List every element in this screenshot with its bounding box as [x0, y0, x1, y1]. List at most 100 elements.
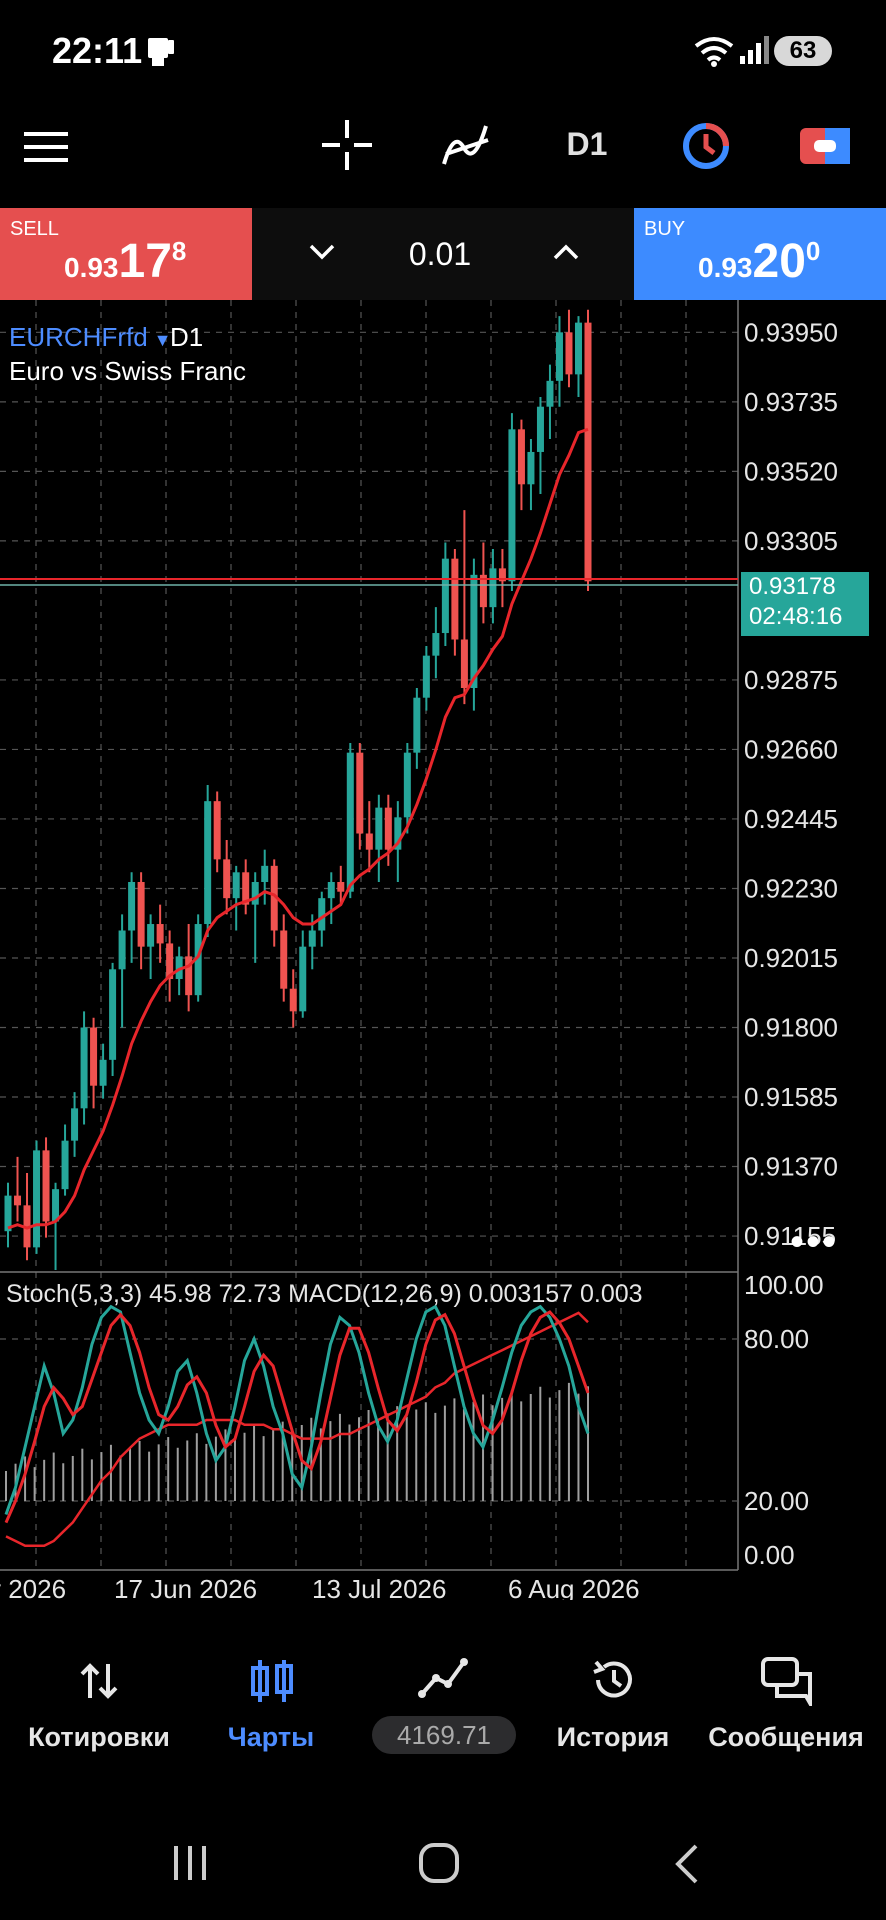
candle-body: [565, 332, 573, 375]
trade-chart-icon: [418, 1658, 468, 1698]
candle-body: [460, 639, 468, 688]
candle-body: [90, 1027, 98, 1086]
candle-body: [384, 807, 392, 850]
crosshair-icon[interactable]: [322, 120, 372, 170]
candle-body: [223, 859, 231, 899]
candle-body: [147, 924, 155, 947]
candle-body: [574, 322, 582, 375]
candle-body: [527, 451, 535, 485]
candle-body: [470, 574, 478, 688]
buy-button[interactable]: BUY 0.93200: [634, 208, 886, 300]
y-tick-label: 0.91155: [744, 1221, 836, 1251]
candle-body: [71, 1108, 79, 1141]
trade-clock-icon[interactable]: [680, 120, 732, 172]
buy-label: BUY: [644, 218, 686, 240]
candle-body: [308, 930, 316, 947]
nav-charts-label: Чарты: [227, 1722, 315, 1752]
candle-body: [555, 332, 563, 381]
candle-body: [432, 633, 440, 656]
nav-trade[interactable]: [358, 1640, 528, 1760]
candle-body: [232, 872, 240, 899]
candle-body: [166, 943, 174, 979]
messages-icon: [761, 1657, 812, 1706]
candle-body: [508, 429, 516, 582]
candle-body: [52, 1189, 60, 1222]
axis-labels: 0.93950 0.93735 0.93520 0.93305 0.92875 0.926…: [0, 317, 838, 1600]
y-tick-label: 0.93305: [744, 526, 838, 556]
candle-body: [327, 882, 335, 899]
candle-body: [156, 924, 164, 944]
nav-history-label: История: [556, 1722, 670, 1752]
one-click-trading-icon[interactable]: [800, 128, 850, 164]
nav-quotes[interactable]: Котировки: [14, 1640, 184, 1760]
back-icon[interactable]: [672, 1844, 702, 1884]
candle-body: [280, 930, 288, 989]
x-tick-label: 17 Jun 2026: [114, 1574, 257, 1600]
quotes-icon: [80, 1663, 118, 1699]
indicator-label: Stoch(5,3,3) 45.98 72.73 MACD(12,26,9) 0…: [6, 1280, 643, 1308]
candle-body: [318, 898, 326, 931]
stoch-main-line: [4, 1304, 590, 1515]
nav-messages-label: Сообщения: [708, 1722, 864, 1752]
notification-icon: [148, 38, 174, 66]
candle-body: [128, 882, 136, 931]
stoch-signal-line: [4, 1310, 590, 1524]
candle-body: [479, 574, 487, 608]
status-bar: 22:11 63: [0, 0, 886, 100]
nav-messages[interactable]: Сообщения: [700, 1640, 872, 1760]
candle-body: [118, 930, 126, 970]
y-tick-label: 0.92445: [744, 804, 838, 834]
candle-body: [441, 558, 449, 634]
chart-grid: [0, 300, 739, 1571]
osc-level-label: 20.00: [744, 1486, 809, 1516]
y-tick-label: 0.92660: [744, 734, 838, 764]
nav-charts[interactable]: Чарты: [186, 1640, 356, 1760]
symbol-name[interactable]: EURCHFrfd ▼: [9, 322, 172, 352]
recent-apps-icon[interactable]: [170, 1844, 210, 1882]
candle-body: [109, 969, 117, 1060]
ma-line: [7, 427, 589, 1230]
candle-body: [584, 322, 592, 582]
candle-body: [4, 1195, 12, 1232]
home-icon[interactable]: [418, 1842, 460, 1884]
candle-body: [299, 946, 307, 1012]
candle-body: [413, 697, 421, 753]
y-tick-label: 0.92015: [744, 943, 838, 973]
menu-icon[interactable]: [24, 130, 68, 164]
bottom-nav: Котировки Чарты История Сообщения: [0, 1640, 886, 1760]
bar-countdown: 02:48:16: [749, 603, 843, 630]
nav-history[interactable]: История: [528, 1640, 698, 1760]
chevron-up-icon[interactable]: [552, 242, 580, 262]
x-tick-label: y 2026: [0, 1574, 66, 1600]
candle-body: [546, 380, 554, 407]
current-price: 0.93178: [749, 573, 836, 600]
sell-button[interactable]: SELL 0.93178: [0, 208, 252, 300]
sell-price: 0.93178: [64, 235, 187, 288]
timeframe-button[interactable]: D1: [566, 126, 608, 162]
wifi-icon: [694, 37, 734, 67]
y-tick-label: 0.93520: [744, 456, 838, 486]
more-dots-icon[interactable]: •••: [790, 1220, 839, 1264]
candle-body: [365, 833, 373, 850]
price-chart[interactable]: 0.93950 0.93735 0.93520 0.93305 0.92875 0.926…: [0, 300, 886, 1600]
candle-body: [251, 882, 259, 905]
candle-body: [204, 801, 212, 925]
candle-body: [451, 558, 459, 640]
chevron-down-icon[interactable]: [308, 242, 336, 262]
y-tick-label: 0.91800: [744, 1013, 838, 1043]
osc-level-label: 0.00: [744, 1540, 795, 1570]
candle-body: [194, 924, 202, 996]
candle-body: [422, 655, 430, 698]
buy-price: 0.93200: [698, 235, 821, 288]
candle-body: [175, 956, 183, 979]
system-nav-bar: [0, 1800, 886, 1920]
x-tick-label: 6 Aug 2026: [508, 1574, 640, 1600]
equity-value[interactable]: 4169.71: [372, 1716, 516, 1754]
y-tick-label: 0.93950: [744, 317, 838, 347]
candlestick-icon: [251, 1660, 293, 1702]
lot-size-value[interactable]: 0.01: [408, 236, 472, 272]
symbol-timeframe: D1: [170, 322, 204, 352]
indicators-icon[interactable]: [440, 120, 492, 170]
osc-level-label: 100.00: [744, 1270, 824, 1300]
candle-body: [346, 752, 354, 892]
